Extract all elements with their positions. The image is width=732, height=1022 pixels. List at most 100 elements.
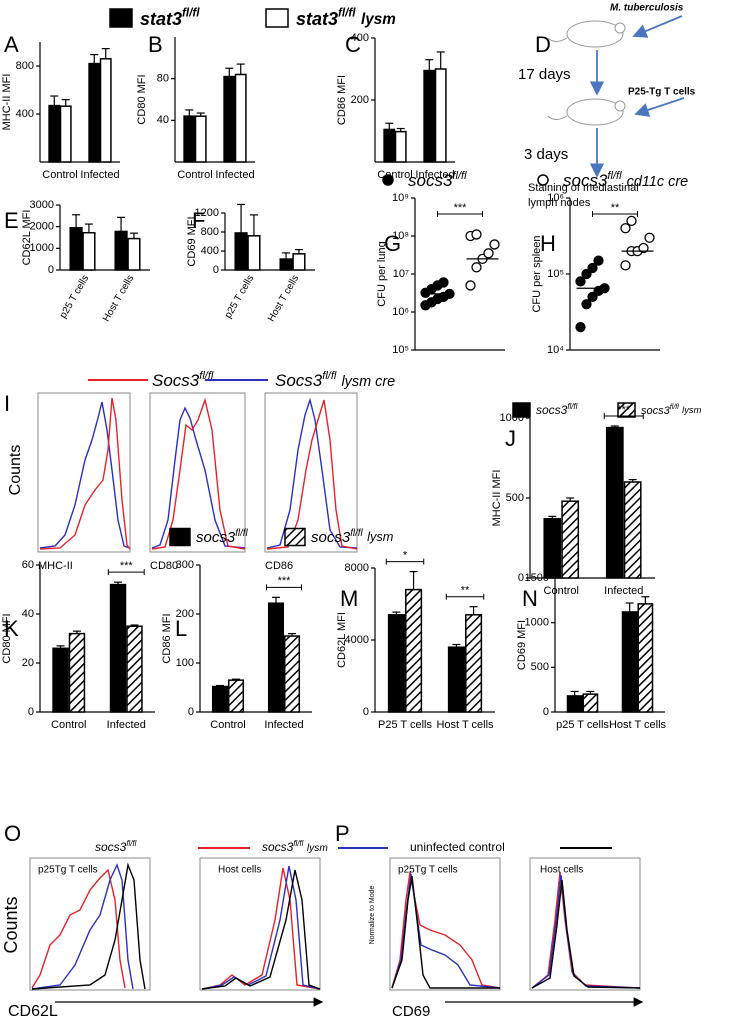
bar: [194, 115, 207, 163]
data-point: [575, 321, 586, 333]
significance-label: *: [403, 550, 408, 562]
x-tick-label: p25 T cells: [223, 273, 257, 320]
y-tick-label: 1000: [30, 242, 54, 254]
bar: [279, 258, 293, 271]
y-axis-label: MHC-II MFI: [1, 74, 13, 131]
data-point: [489, 239, 500, 250]
bar: [247, 235, 261, 271]
panel-label: A: [4, 32, 19, 57]
y-axis-label: CD80 MFI: [136, 74, 148, 124]
significance-label: ***: [120, 560, 134, 572]
mouse-tail: [547, 37, 568, 42]
legend-label: socs3fl/fl cd11c cre: [563, 170, 688, 191]
x-tick-label: Control: [51, 719, 86, 731]
x-tick-label: Infected: [264, 719, 303, 731]
y-tick-label: 40: [22, 608, 34, 620]
legend-text: socs3: [408, 171, 453, 190]
histogram: [39, 397, 131, 550]
data-point: [587, 291, 598, 303]
panel-label: I: [4, 391, 10, 416]
bar: [292, 253, 306, 271]
y-tick-label: 10⁷: [393, 268, 409, 280]
bar: [114, 230, 128, 271]
x-tick-label: Infected: [107, 719, 146, 731]
y-tick-label: 10⁶: [392, 306, 409, 318]
data-point: [626, 215, 637, 227]
x-tick-label: Host T cells: [436, 719, 494, 731]
legend-text: socs3: [95, 840, 127, 854]
panel-label: P: [335, 821, 350, 846]
bar: [234, 232, 248, 271]
x-tick-label: Infected: [604, 585, 643, 597]
chart-panel: A MHC-II MFI 400 800 Control Infected: [1, 32, 120, 181]
legend-sup: fl/fl: [338, 7, 356, 20]
y-axis-label: Counts: [7, 445, 24, 496]
x-tick-label: Infected: [215, 169, 254, 181]
bar: [283, 635, 301, 713]
histogram: [31, 863, 134, 990]
y-tick-label: 8000: [345, 562, 369, 574]
bar: [234, 73, 247, 163]
legend-text: stat3: [140, 9, 182, 29]
x-tick-label: p25 T cells: [58, 273, 92, 320]
y-tick-label: 2000: [30, 221, 54, 233]
legend-swatch: [109, 8, 133, 28]
plot-frame: [37, 392, 131, 553]
plot-frame: [199, 857, 321, 991]
data-point: [638, 242, 649, 254]
y-tick-label: 10⁵: [392, 344, 409, 356]
plot-title: Host cells: [540, 865, 583, 876]
mouse-icon: [566, 98, 624, 126]
data-point: [438, 277, 449, 288]
y-tick-label: 3000: [30, 199, 54, 211]
data-point: [465, 280, 476, 291]
y-tick-label: 40: [157, 114, 169, 126]
x-tick-label: Host T cells: [266, 273, 301, 323]
bar: [405, 588, 423, 713]
y-axis-label: CD62L MFI: [21, 210, 33, 266]
arrow: [634, 97, 685, 117]
significance-label: **: [461, 585, 470, 597]
bar: [183, 115, 196, 163]
x-tick-label: p25 T cells: [556, 719, 609, 731]
bar: [447, 646, 465, 713]
legend-suffix: lysm: [367, 529, 394, 544]
bar: [211, 685, 229, 713]
marker-label: CD80: [150, 560, 178, 572]
bar: [637, 603, 654, 713]
bar: [387, 614, 405, 713]
interval-label: 17 days: [518, 66, 571, 83]
y-axis-label: Normalize to Mode: [369, 886, 376, 945]
data-point: [644, 232, 655, 243]
legend-sup: fl/fl: [293, 839, 303, 848]
histogram: [531, 871, 641, 989]
legend-label: uninfected control: [410, 840, 505, 854]
panel-label: E: [4, 208, 19, 233]
y-tick-label: 300: [176, 559, 194, 571]
x-tick-label: Infected: [415, 169, 454, 181]
histogram: [531, 879, 641, 989]
bar: [623, 481, 642, 579]
readout-label: lymph nodes: [528, 197, 591, 209]
histogram: [391, 873, 501, 989]
y-tick-label: 500: [531, 661, 549, 673]
histogram: [266, 397, 358, 549]
x-tick-label: Control: [42, 169, 77, 181]
panel-label: M: [340, 586, 358, 611]
y-tick-label: 4000: [345, 634, 369, 646]
x-tick-label: Infected: [80, 169, 119, 181]
legend-sup: fl/fl: [607, 170, 622, 182]
y-tick-label: 10⁹: [392, 192, 409, 204]
bar: [109, 583, 127, 713]
legend-suffix: lysm: [307, 843, 328, 854]
panel-label: O: [4, 821, 21, 846]
mouse-tail: [547, 115, 568, 120]
bar: [223, 75, 236, 163]
legend-swatch: [284, 527, 306, 547]
chart-panel: E CD62L MFI 0 1000 2000 3000 p25 T cells Host T…: [4, 199, 150, 324]
y-axis-label: CD86 MFI: [161, 613, 173, 663]
legend-label: Socs3fl/fl lysm cre: [275, 370, 395, 391]
histogram: [201, 867, 321, 990]
